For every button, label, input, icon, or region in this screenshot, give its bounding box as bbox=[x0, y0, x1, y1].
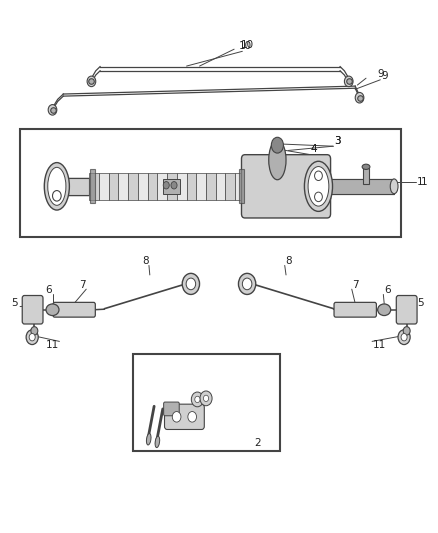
Bar bbox=[163, 179, 180, 193]
Bar bbox=[206, 173, 216, 200]
Text: 10: 10 bbox=[239, 41, 252, 51]
FancyBboxPatch shape bbox=[22, 295, 43, 324]
Circle shape bbox=[48, 104, 57, 115]
Circle shape bbox=[401, 334, 407, 341]
Bar bbox=[157, 173, 167, 200]
Ellipse shape bbox=[390, 179, 398, 193]
Bar bbox=[20, 130, 401, 238]
Text: 1: 1 bbox=[421, 177, 428, 187]
Bar bbox=[235, 173, 245, 200]
Ellipse shape bbox=[44, 163, 69, 210]
Circle shape bbox=[242, 278, 252, 290]
Circle shape bbox=[26, 330, 38, 344]
Text: 11: 11 bbox=[46, 340, 59, 350]
Bar bbox=[133, 353, 279, 451]
Ellipse shape bbox=[146, 433, 151, 445]
Text: 6: 6 bbox=[384, 285, 391, 295]
Text: 3: 3 bbox=[335, 136, 341, 146]
Text: 7: 7 bbox=[79, 280, 86, 290]
Bar bbox=[109, 173, 118, 200]
Bar bbox=[216, 173, 226, 200]
Text: 5: 5 bbox=[417, 298, 424, 309]
FancyBboxPatch shape bbox=[165, 404, 204, 430]
Circle shape bbox=[53, 191, 61, 201]
Bar bbox=[148, 173, 157, 200]
Circle shape bbox=[31, 327, 38, 335]
Ellipse shape bbox=[269, 140, 286, 180]
Circle shape bbox=[163, 182, 169, 189]
Bar bbox=[167, 173, 177, 200]
Text: 9: 9 bbox=[378, 69, 385, 79]
Circle shape bbox=[314, 192, 322, 201]
Bar bbox=[196, 173, 206, 200]
Bar bbox=[118, 173, 128, 200]
Text: 8: 8 bbox=[142, 256, 149, 266]
Ellipse shape bbox=[271, 138, 283, 153]
Circle shape bbox=[191, 392, 203, 407]
Bar bbox=[128, 173, 138, 200]
Bar bbox=[99, 173, 109, 200]
Text: 1: 1 bbox=[417, 177, 424, 187]
Bar bbox=[138, 173, 148, 200]
Text: 10: 10 bbox=[240, 40, 254, 50]
Circle shape bbox=[344, 76, 353, 87]
Text: 5: 5 bbox=[11, 298, 18, 309]
Bar bbox=[90, 169, 95, 203]
Text: 8: 8 bbox=[285, 256, 292, 266]
Text: 7: 7 bbox=[352, 280, 359, 290]
Circle shape bbox=[171, 182, 177, 189]
Circle shape bbox=[398, 330, 410, 344]
Bar bbox=[226, 173, 235, 200]
FancyBboxPatch shape bbox=[241, 155, 331, 218]
Text: 11: 11 bbox=[372, 340, 385, 350]
Ellipse shape bbox=[362, 164, 370, 169]
Ellipse shape bbox=[378, 304, 391, 316]
Circle shape bbox=[314, 171, 322, 181]
Ellipse shape bbox=[46, 304, 59, 316]
Circle shape bbox=[182, 273, 200, 294]
Circle shape bbox=[403, 327, 410, 335]
Bar bbox=[177, 173, 187, 200]
Text: 4: 4 bbox=[311, 144, 318, 155]
Bar bbox=[187, 173, 196, 200]
Ellipse shape bbox=[48, 167, 66, 205]
Circle shape bbox=[186, 278, 196, 290]
Bar bbox=[239, 169, 244, 203]
Circle shape bbox=[238, 273, 256, 294]
Ellipse shape bbox=[308, 166, 329, 206]
Ellipse shape bbox=[155, 436, 160, 448]
Text: 3: 3 bbox=[335, 136, 341, 146]
Bar bbox=[364, 168, 369, 184]
Circle shape bbox=[195, 396, 200, 402]
FancyBboxPatch shape bbox=[164, 402, 179, 416]
Circle shape bbox=[29, 334, 35, 341]
Ellipse shape bbox=[304, 161, 332, 212]
Text: 4: 4 bbox=[311, 144, 318, 155]
FancyBboxPatch shape bbox=[53, 302, 95, 317]
Circle shape bbox=[203, 395, 208, 401]
Circle shape bbox=[87, 76, 96, 87]
Bar bbox=[89, 173, 99, 200]
Circle shape bbox=[200, 391, 212, 406]
FancyBboxPatch shape bbox=[396, 295, 417, 324]
Text: 2: 2 bbox=[254, 438, 261, 448]
Text: 6: 6 bbox=[45, 285, 52, 295]
Bar bbox=[327, 179, 394, 193]
Circle shape bbox=[172, 411, 181, 422]
Circle shape bbox=[188, 411, 197, 422]
Text: 9: 9 bbox=[381, 70, 388, 80]
FancyBboxPatch shape bbox=[334, 302, 376, 317]
Bar bbox=[66, 178, 89, 195]
Circle shape bbox=[355, 92, 364, 103]
